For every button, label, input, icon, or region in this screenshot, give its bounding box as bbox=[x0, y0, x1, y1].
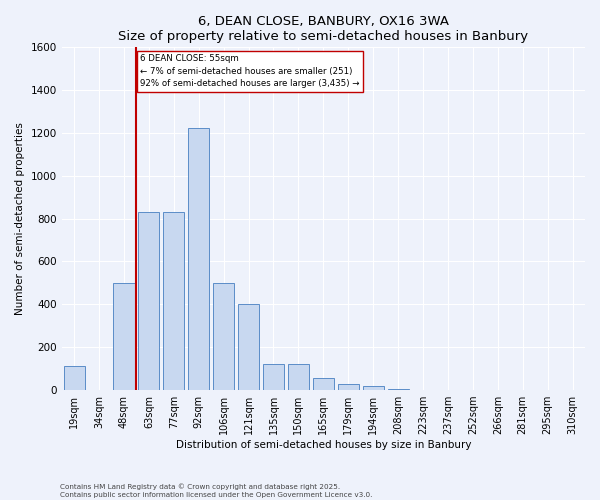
Bar bbox=[238, 304, 259, 390]
Bar bbox=[362, 386, 384, 390]
Bar bbox=[163, 212, 184, 390]
Title: 6, DEAN CLOSE, BANBURY, OX16 3WA
Size of property relative to semi-detached hous: 6, DEAN CLOSE, BANBURY, OX16 3WA Size of… bbox=[118, 15, 529, 43]
Bar bbox=[138, 212, 160, 390]
Bar bbox=[213, 283, 234, 390]
Bar bbox=[113, 283, 134, 390]
Bar bbox=[188, 128, 209, 390]
Bar bbox=[288, 364, 309, 390]
Y-axis label: Number of semi-detached properties: Number of semi-detached properties bbox=[15, 122, 25, 315]
Bar bbox=[313, 378, 334, 390]
Bar bbox=[388, 389, 409, 390]
Bar bbox=[263, 364, 284, 390]
X-axis label: Distribution of semi-detached houses by size in Banbury: Distribution of semi-detached houses by … bbox=[176, 440, 471, 450]
Text: Contains HM Land Registry data © Crown copyright and database right 2025.
Contai: Contains HM Land Registry data © Crown c… bbox=[60, 484, 373, 498]
Bar bbox=[64, 366, 85, 390]
Bar bbox=[338, 384, 359, 390]
Text: 6 DEAN CLOSE: 55sqm
← 7% of semi-detached houses are smaller (251)
92% of semi-d: 6 DEAN CLOSE: 55sqm ← 7% of semi-detache… bbox=[140, 54, 359, 88]
